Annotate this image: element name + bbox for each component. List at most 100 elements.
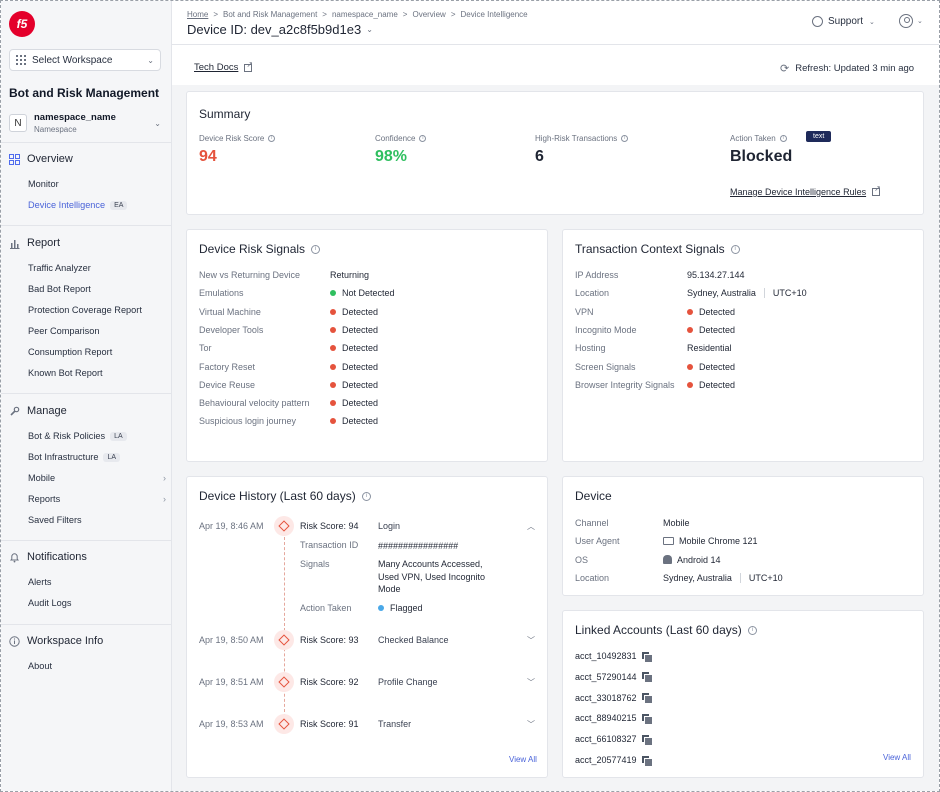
copy-icon[interactable] — [641, 755, 653, 767]
copy-icon[interactable] — [641, 651, 653, 663]
copy-icon[interactable] — [641, 713, 653, 725]
nav-item-mobile[interactable]: Mobile › — [28, 473, 166, 483]
nav-item-device-intelligence[interactable]: Device Intelligence EA — [28, 200, 166, 210]
user-menu-button[interactable]: ⌄ — [899, 14, 923, 28]
signal-value: Detected — [330, 380, 378, 390]
device-history-card: Device History (Last 60 days) i Apr 19, 8… — [186, 476, 548, 778]
timeline-line — [284, 537, 285, 717]
linked-account[interactable]: acct_66108327 — [575, 734, 653, 746]
namespace-selector[interactable]: N namespace_name Namespace ⌄ — [9, 109, 161, 137]
nav-item-peer-comparison[interactable]: Peer Comparison — [28, 326, 166, 336]
signals-line: Many Accounts Accessed, — [378, 559, 483, 569]
support-button[interactable]: Support ⌄ — [812, 16, 875, 27]
overview-grid-icon — [8, 153, 20, 165]
external-link-icon — [244, 60, 253, 72]
chevron-down-icon[interactable]: ﹀ — [527, 720, 535, 729]
breadcrumb-namespace[interactable]: namespace_name — [331, 10, 398, 19]
nav-item-label: Monitor — [28, 179, 59, 189]
device-value: Mobile Chrome 121 — [663, 536, 758, 546]
breadcrumb-overview[interactable]: Overview — [412, 10, 446, 19]
history-time: Apr 19, 8:50 AM — [199, 635, 264, 645]
copy-icon[interactable] — [641, 693, 653, 705]
refresh-button[interactable]: ⟳ Refresh: Updated 3 min ago — [780, 62, 914, 75]
metric-value: 94 — [199, 148, 217, 165]
nav-section-notifications[interactable]: Notifications — [8, 551, 87, 563]
summary-title: Summary — [199, 107, 251, 121]
f5-logo[interactable]: f5 — [9, 11, 35, 37]
linked-account[interactable]: acct_10492831 — [575, 651, 653, 663]
workspace-select[interactable]: Select Workspace ⌄ — [9, 49, 161, 71]
nav-section-label: Workspace Info — [27, 635, 104, 647]
nav-item-about[interactable]: About — [28, 661, 166, 671]
tech-docs-label: Tech Docs — [194, 62, 239, 73]
status-dot — [687, 308, 693, 315]
divider — [1, 624, 171, 625]
info-icon[interactable]: i — [361, 491, 371, 501]
device-value: Mobile — [663, 518, 690, 528]
action-taken-text: Flagged — [390, 603, 423, 613]
nav-item-monitor[interactable]: Monitor — [28, 179, 166, 189]
copy-icon[interactable] — [641, 672, 653, 684]
nav-item-reports[interactable]: Reports › — [28, 494, 166, 504]
page-title[interactable]: Device ID: dev_a2c8f5b9d1e3 ⌄ — [187, 22, 373, 37]
nav-section-workspace-info[interactable]: Workspace Info — [8, 635, 103, 647]
breadcrumb-separator: > — [213, 10, 219, 19]
device-value-text: Mobile — [663, 518, 690, 528]
device-card: Device Channel Mobile User Agent Mobile Chr… — [562, 476, 924, 596]
breadcrumb-separator: > — [450, 10, 456, 19]
info-icon[interactable]: i — [621, 135, 629, 142]
tx-signal-label: Location — [575, 288, 610, 299]
tx-signal-value-text: Detected — [699, 379, 736, 390]
device-value: Android 14 — [663, 555, 721, 565]
nav-item-saved-filters[interactable]: Saved Filters — [28, 515, 166, 525]
value-separator — [739, 572, 741, 583]
history-view-all-link[interactable]: View All — [509, 755, 537, 764]
history-time: Apr 19, 8:53 AM — [199, 719, 264, 729]
chevron-down-icon[interactable]: ﹀ — [527, 636, 535, 645]
device-value: Sydney, Australia UTC+10 — [663, 572, 783, 583]
nav-item-bot-risk-policies[interactable]: Bot & Risk Policies LA — [28, 431, 166, 441]
signals-label: Signals — [300, 559, 330, 569]
nav-item-bad-bot-report[interactable]: Bad Bot Report — [28, 284, 166, 294]
chevron-down-icon[interactable]: ﹀ — [527, 678, 535, 687]
tech-docs-link[interactable]: Tech Docs — [194, 60, 253, 74]
app-title: Bot and Risk Management — [9, 86, 160, 100]
linked-account[interactable]: acct_88940215 — [575, 713, 653, 725]
nav-section-manage[interactable]: Manage — [8, 405, 67, 417]
header-divider — [172, 44, 939, 45]
support-icon — [812, 16, 823, 27]
nav-section-overview[interactable]: Overview — [8, 153, 73, 165]
info-icon[interactable]: i — [419, 135, 427, 142]
breadcrumb-bot-risk[interactable]: Bot and Risk Management — [223, 10, 318, 19]
nav-item-consumption-report[interactable]: Consumption Report — [28, 347, 166, 357]
status-dot — [687, 381, 693, 388]
linked-account[interactable]: acct_20577419 — [575, 755, 653, 767]
info-icon[interactable]: i — [311, 244, 321, 254]
info-icon[interactable]: i — [730, 244, 740, 254]
nav-item-bot-infrastructure[interactable]: Bot Infrastructure LA — [28, 452, 166, 462]
info-icon[interactable]: i — [747, 625, 757, 635]
account-id: acct_88940215 — [575, 713, 637, 724]
signal-label: Developer Tools — [199, 324, 264, 335]
breadcrumb-home[interactable]: Home — [187, 10, 209, 19]
nav-item-audit-logs[interactable]: Audit Logs — [28, 598, 166, 608]
la-badge: LA — [103, 452, 121, 462]
value-separator — [763, 288, 765, 299]
info-icon[interactable]: i — [268, 135, 276, 142]
copy-icon[interactable] — [641, 734, 653, 746]
chevron-right-icon: › — [163, 473, 166, 483]
status-dot — [687, 363, 693, 370]
info-icon[interactable]: i — [779, 135, 787, 142]
chevron-up-icon[interactable]: ︿ — [527, 522, 535, 531]
linked-account[interactable]: acct_57290144 — [575, 672, 653, 684]
nav-item-traffic-analyzer[interactable]: Traffic Analyzer — [28, 263, 166, 273]
nav-item-known-bot-report[interactable]: Known Bot Report — [28, 368, 166, 378]
signal-value: Returning — [330, 270, 369, 280]
manage-rules-link[interactable]: Manage Device Intelligence Rules — [730, 184, 881, 197]
nav-item-alerts[interactable]: Alerts — [28, 577, 166, 587]
signals-line: Used VPN, Used Incognito — [378, 571, 486, 582]
linked-view-all-link[interactable]: View All — [883, 753, 911, 762]
linked-account[interactable]: acct_33018762 — [575, 693, 653, 705]
nav-section-report[interactable]: Report — [8, 237, 60, 249]
nav-item-protection-coverage-report[interactable]: Protection Coverage Report — [28, 305, 166, 315]
